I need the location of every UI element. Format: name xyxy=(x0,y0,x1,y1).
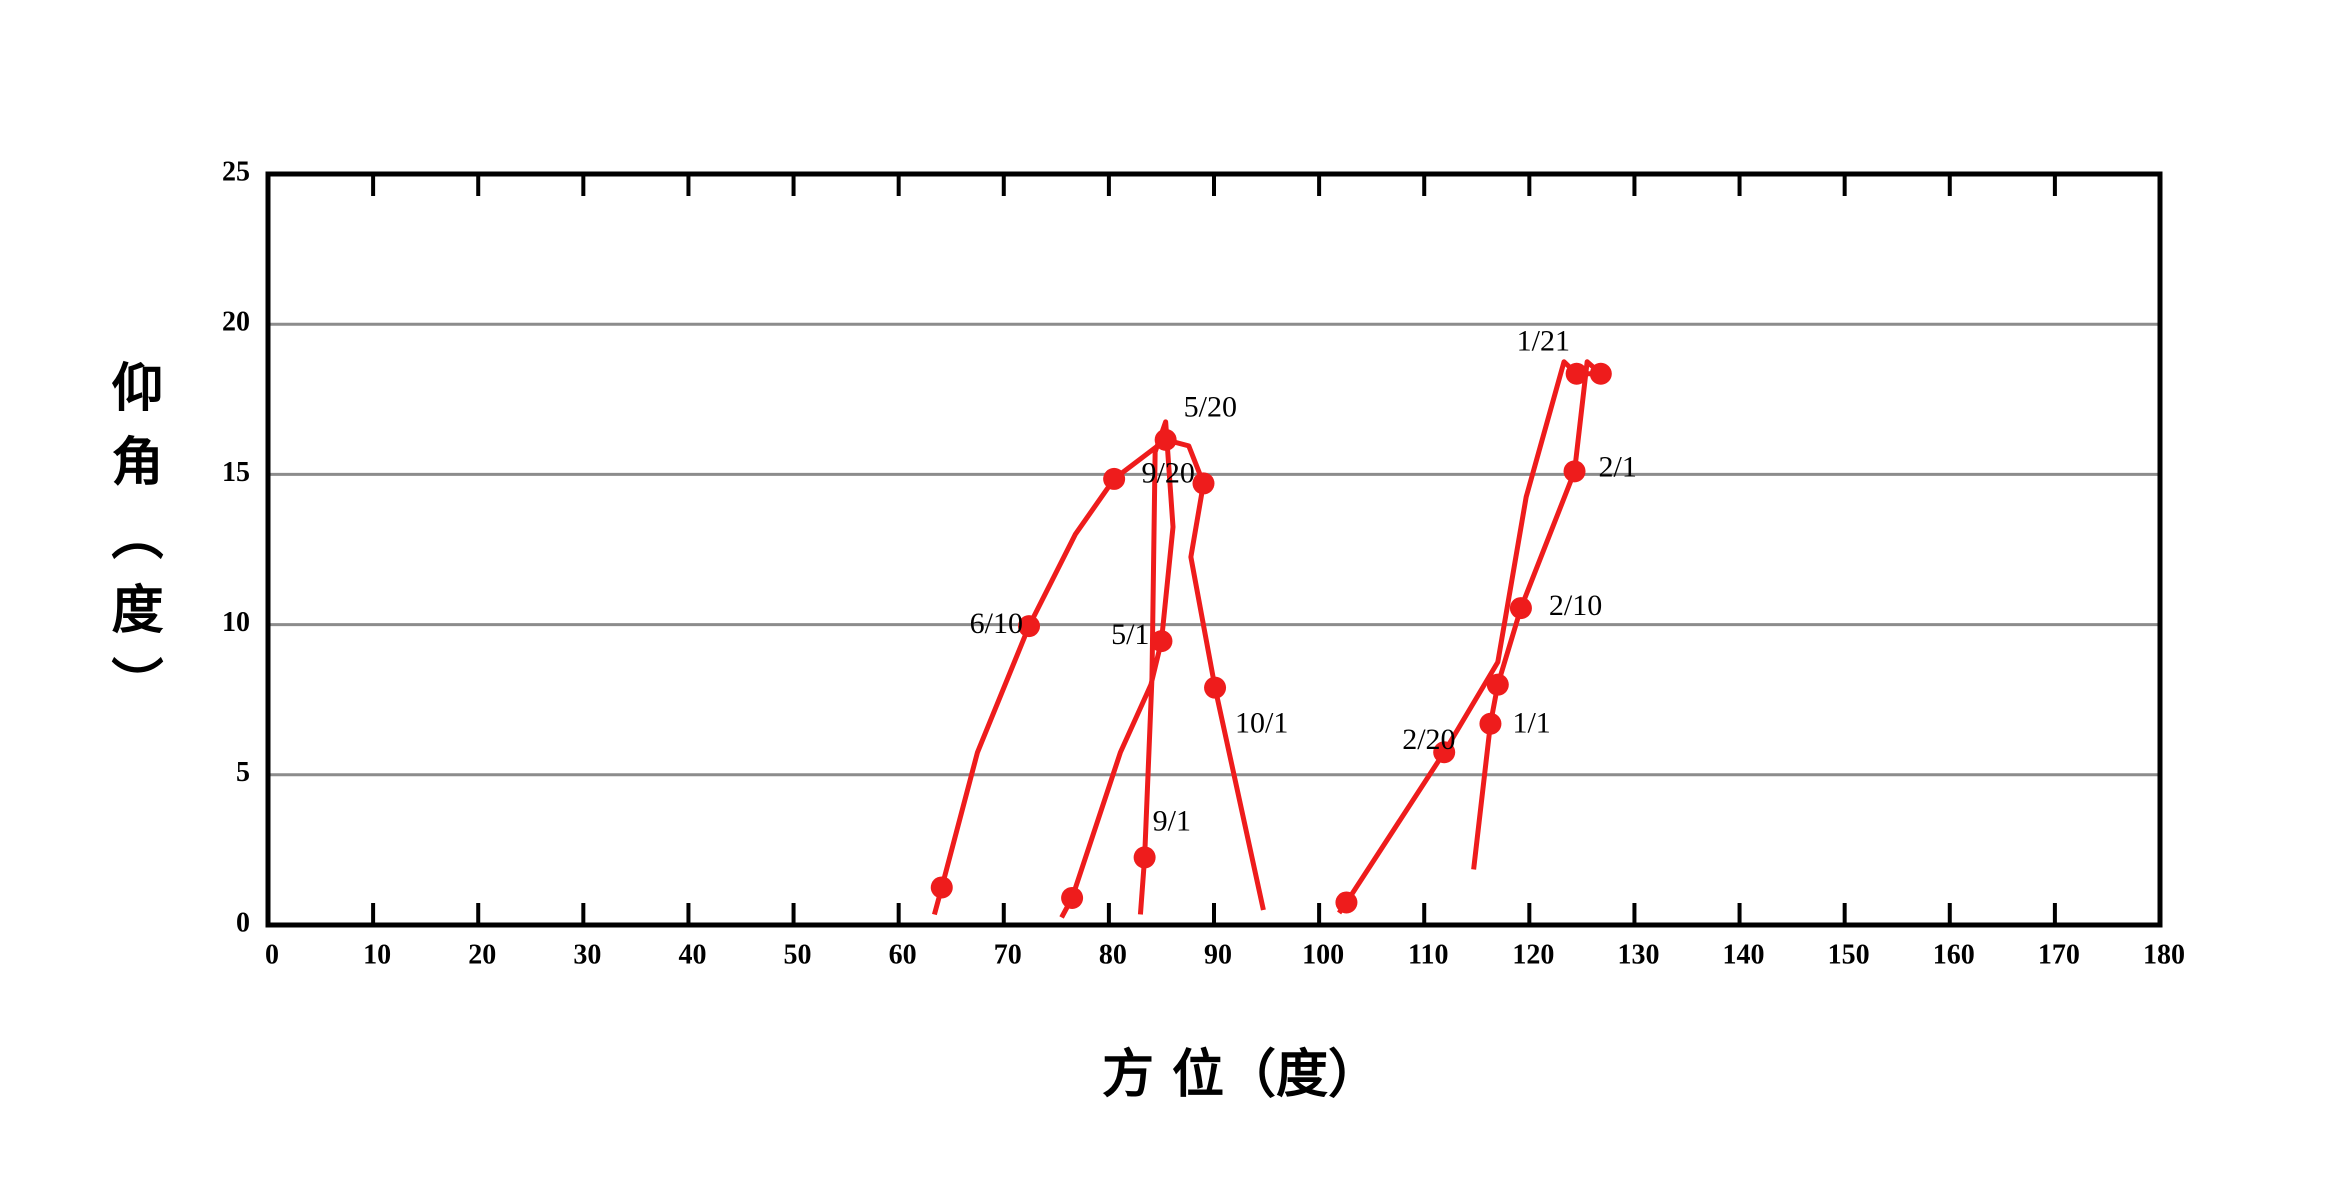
point-label: 2/1 xyxy=(1599,450,1637,483)
point-label: 6/10 xyxy=(970,607,1023,640)
x-tick-label: 130 xyxy=(1617,939,1659,970)
curve xyxy=(1059,419,1176,919)
x-tick-label: 60 xyxy=(889,939,917,970)
point-label: 2/20 xyxy=(1402,723,1455,756)
y-tick-label: 0 xyxy=(236,907,250,938)
data-point xyxy=(930,876,953,899)
y-tick-label: 25 xyxy=(222,156,250,187)
x-tick-label: 80 xyxy=(1099,939,1127,970)
curve xyxy=(1337,359,1604,915)
y-tick-label: 15 xyxy=(222,457,250,488)
x-tick-label: 10 xyxy=(363,939,391,970)
data-point xyxy=(1103,467,1126,490)
x-tick-label: 30 xyxy=(573,939,601,970)
point-label: 1/21 xyxy=(1517,325,1570,358)
data-point xyxy=(1154,428,1177,451)
x-tick-label: 40 xyxy=(678,939,706,970)
x-tick-label: 50 xyxy=(784,939,812,970)
x-tick-label: 170 xyxy=(2038,939,2080,970)
x-tick-label: 0 xyxy=(265,939,279,970)
point-label: 9/20 xyxy=(1141,456,1194,489)
data-point xyxy=(1589,362,1612,385)
y-axis-title: 仰角（度） xyxy=(102,360,163,730)
x-tick-label: 150 xyxy=(1828,939,1870,970)
point-label: 2/10 xyxy=(1549,589,1602,622)
point-label: 1/1 xyxy=(1512,707,1550,740)
point-label: 10/1 xyxy=(1235,707,1288,740)
point-label: 5/20 xyxy=(1184,391,1237,424)
data-point xyxy=(1018,615,1041,638)
data-point xyxy=(1133,846,1156,869)
data-point xyxy=(1204,676,1227,699)
curve xyxy=(931,437,1266,916)
data-point xyxy=(1479,712,1502,735)
x-tick-label: 100 xyxy=(1302,939,1344,970)
x-axis-title: 方 位（度） xyxy=(1102,1045,1380,1105)
y-tick-label: 5 xyxy=(236,757,250,788)
data-point xyxy=(1563,460,1586,483)
x-tick-label: 90 xyxy=(1204,939,1232,970)
point-label: 5/1 xyxy=(1111,618,1149,651)
x-tick-label: 180 xyxy=(2143,939,2185,970)
x-tick-label: 20 xyxy=(468,939,496,970)
data-point xyxy=(1509,597,1532,620)
data-point xyxy=(1486,673,1509,696)
y-tick-label: 20 xyxy=(222,307,250,338)
x-tick-label: 120 xyxy=(1512,939,1554,970)
y-tick-label: 10 xyxy=(222,607,250,638)
data-point xyxy=(1565,362,1588,385)
x-tick-label: 140 xyxy=(1723,939,1765,970)
point-label: 9/1 xyxy=(1153,804,1191,837)
data-point xyxy=(1150,630,1173,653)
x-tick-label: 160 xyxy=(1933,939,1975,970)
data-point xyxy=(1192,472,1215,495)
x-tick-label: 70 xyxy=(994,939,1022,970)
data-point xyxy=(1433,741,1456,764)
data-point xyxy=(1335,891,1358,914)
data-point xyxy=(1061,886,1084,909)
x-tick-label: 110 xyxy=(1408,939,1448,970)
plot-frame xyxy=(265,171,2163,928)
